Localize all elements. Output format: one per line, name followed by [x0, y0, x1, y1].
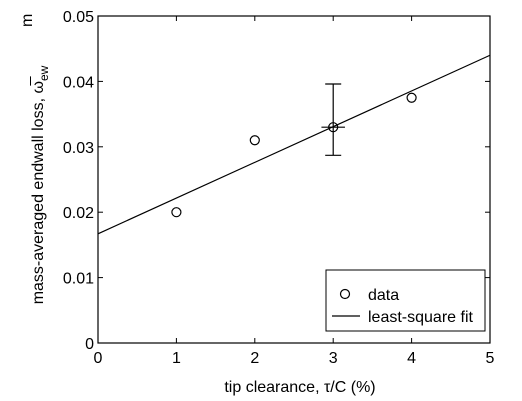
- data-point: [406, 92, 417, 103]
- data-point: [249, 135, 260, 146]
- x-axis-title: tip clearance, τ/C (%): [224, 379, 375, 396]
- x-tick-label: 2: [250, 350, 259, 367]
- legend-data-marker: [339, 288, 351, 300]
- fit-line: [97, 54, 491, 235]
- legend-label-fit: least-square fit: [368, 309, 473, 326]
- y-tick-label: 0.02: [63, 205, 94, 222]
- x-tick-label: 0: [94, 350, 103, 367]
- x-tick-label: 3: [329, 350, 338, 367]
- y-tick-label: 0.04: [63, 74, 94, 91]
- svg-text:mass-averaged endwall loss, ω̅: mass-averaged endwall loss, ω̅ew: [29, 65, 51, 304]
- x-tick-label: 1: [172, 350, 181, 367]
- data-point: [328, 122, 339, 133]
- legend-label-data: data: [368, 287, 399, 304]
- legend-box: [325, 269, 486, 332]
- legend: data least-square fit: [325, 269, 486, 332]
- y-axis-title: mass-averaged endwall loss, ω̅ew m: [19, 14, 51, 305]
- y-axis-title-main: mass-averaged endwall loss, ω̅: [29, 76, 47, 304]
- y-tick-label: 0.05: [63, 9, 94, 26]
- y-tick-label: 0.01: [63, 271, 94, 288]
- y-axis-title-sup: m: [19, 14, 36, 27]
- y-axis-title-sub: ew: [37, 65, 51, 81]
- plot-frame: [97, 15, 491, 344]
- x-tick-label: 5: [486, 350, 495, 367]
- series: [97, 54, 491, 235]
- data-point: [171, 207, 182, 218]
- y-tick-label: 0.03: [63, 140, 94, 157]
- axes: [97, 15, 491, 344]
- x-tick-label: 4: [407, 350, 416, 367]
- ticks: 0 1 2 3 4 5 0 0.01 0.02 0.03 0.04 0.05: [63, 9, 495, 367]
- y-tick-label: 0: [85, 336, 94, 353]
